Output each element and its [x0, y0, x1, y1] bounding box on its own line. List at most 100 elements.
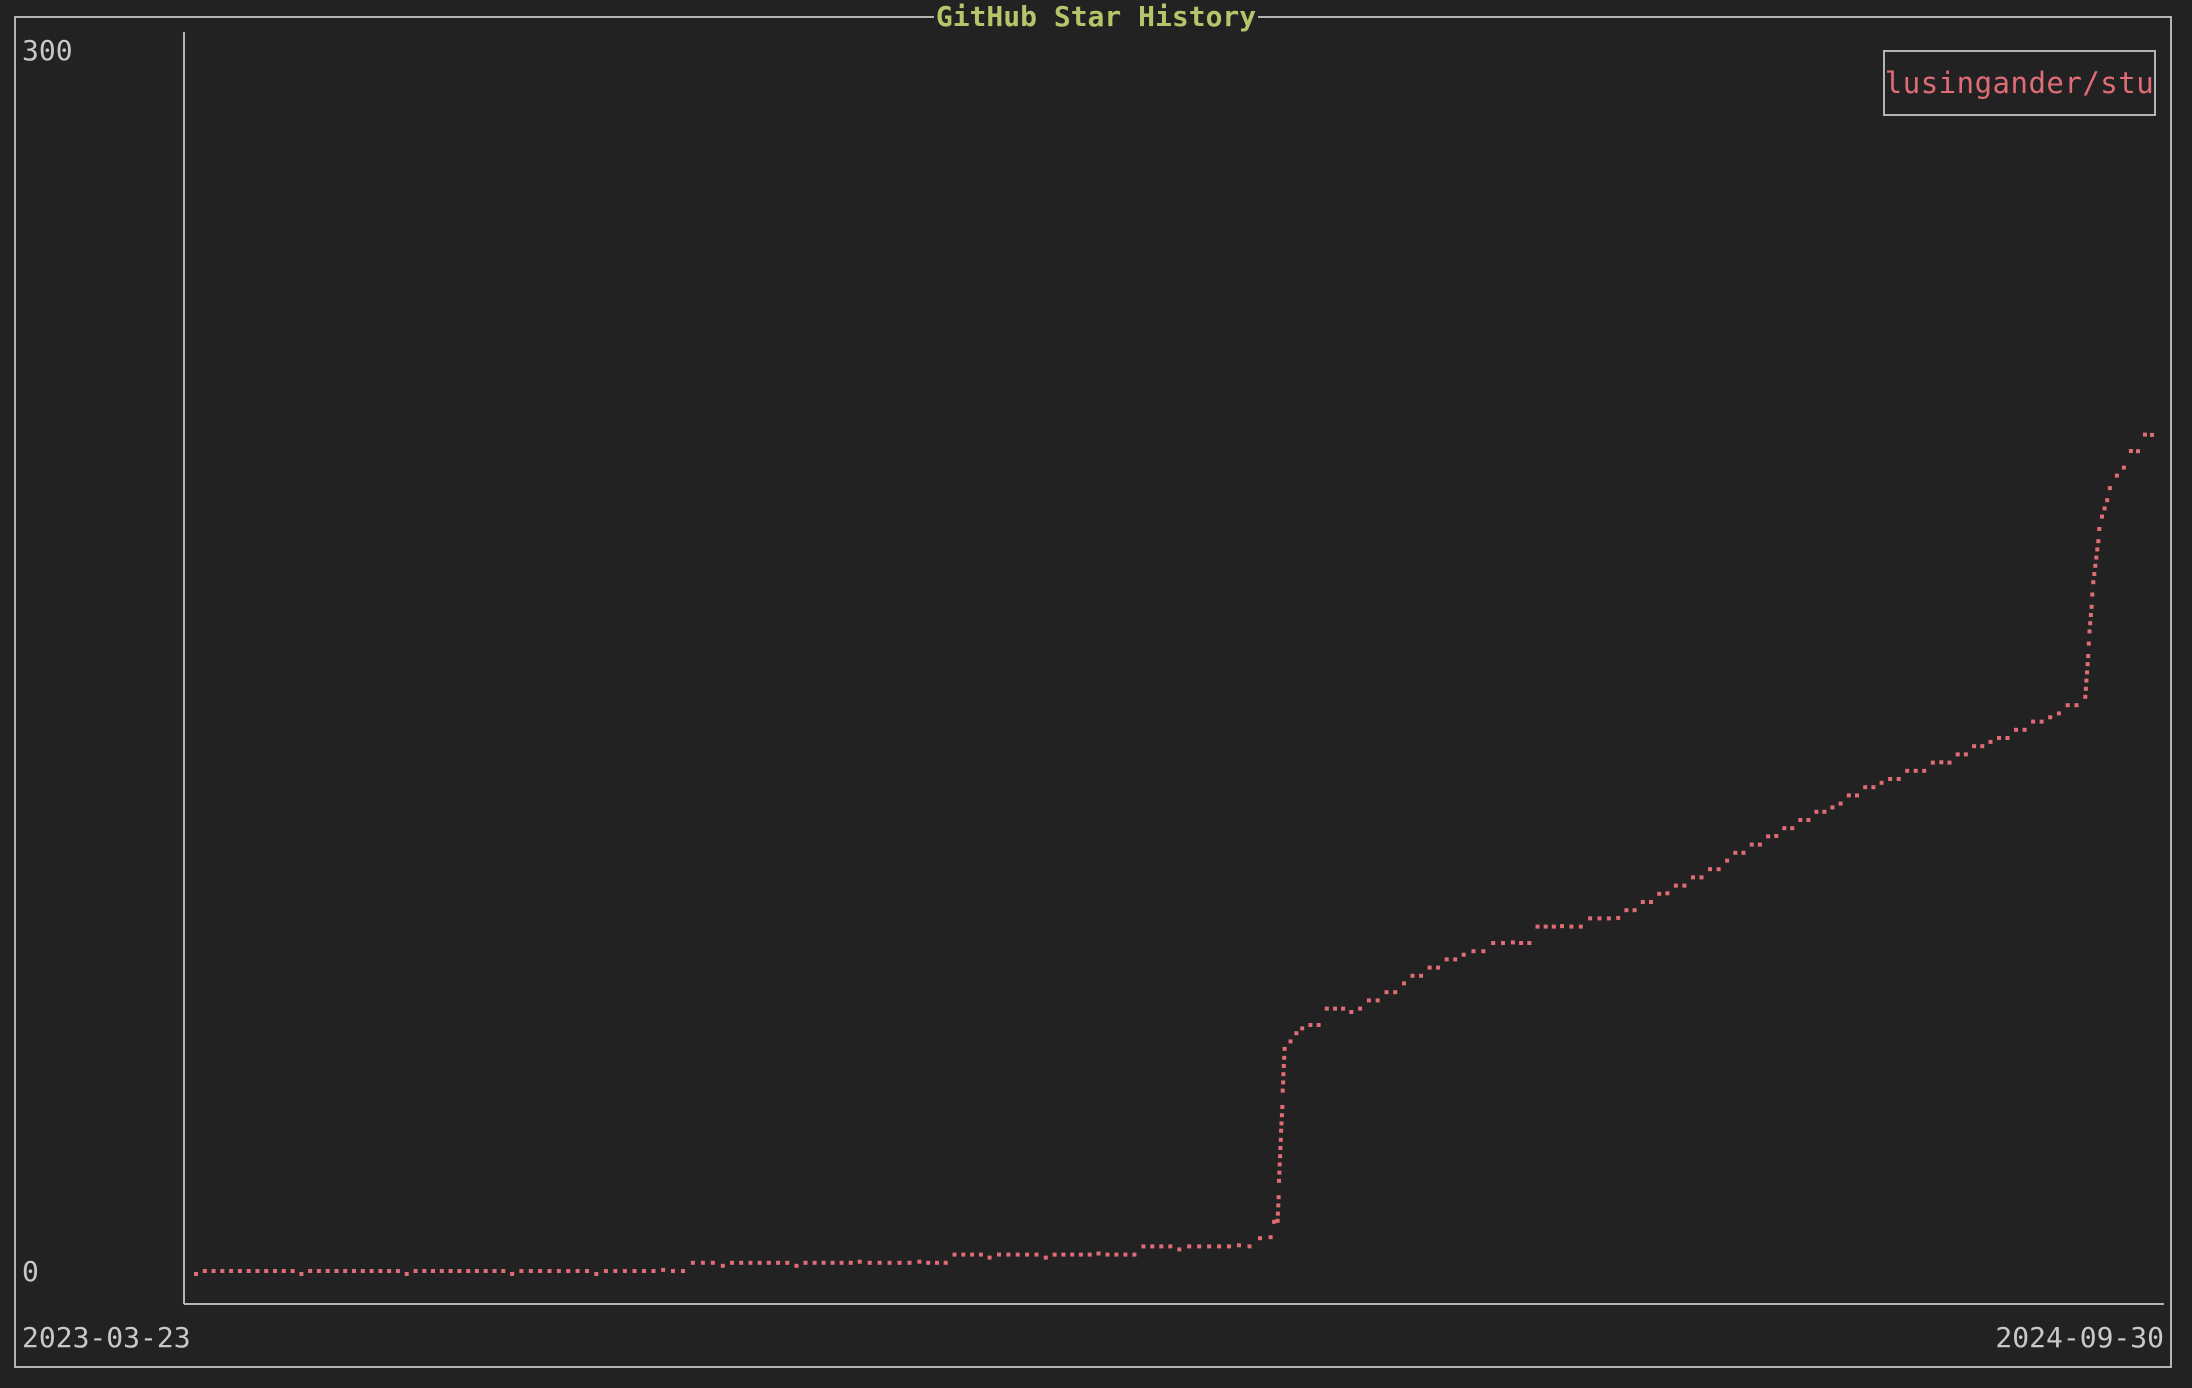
data-point	[794, 1263, 799, 1268]
data-point	[1300, 1026, 1305, 1031]
series-trail-dot	[1410, 973, 1415, 978]
series-trail-dot	[1657, 891, 1662, 896]
series-trail-dot	[2087, 629, 2092, 634]
series-trail-dot	[1649, 900, 1653, 904]
data-point	[1402, 981, 1406, 986]
series-trail-dot	[1281, 1064, 1286, 1068]
data-point	[661, 1267, 666, 1272]
series-trail-dot	[1673, 883, 1678, 888]
data-point	[1237, 1243, 1241, 1248]
series-trail-dot	[776, 1260, 781, 1265]
series-trail-dot	[1624, 908, 1629, 913]
series-trail-dot	[316, 1269, 321, 1273]
series-trail-dot	[1015, 1252, 1020, 1257]
series-trail-dot	[2088, 621, 2093, 626]
series-trail-dot	[651, 1269, 656, 1273]
data-point	[1349, 1010, 1354, 1014]
series-trail-dot	[700, 1260, 705, 1265]
series-trail-dot	[501, 1269, 506, 1273]
series-trail-dot	[2022, 727, 2027, 732]
series-trail-dot	[457, 1269, 462, 1273]
series-trail-dot	[2091, 580, 2096, 585]
series-trail-dot	[622, 1269, 627, 1273]
data-point	[194, 1272, 198, 1276]
series-trail-dot	[202, 1269, 207, 1273]
series-trail-dot	[547, 1269, 552, 1273]
series-trail-dot	[422, 1269, 427, 1273]
series-trail-dot	[1481, 949, 1486, 954]
series-trail-dot	[1278, 1154, 1283, 1159]
series-trail-dot	[1275, 1211, 1280, 1216]
series-trail-dot	[681, 1269, 685, 1273]
data-point	[2107, 486, 2112, 491]
series-trail-dot	[1288, 1039, 1293, 1044]
series-trail-dot	[1278, 1146, 1283, 1150]
series-trail-dot	[538, 1269, 543, 1273]
series-trail-dot	[2084, 678, 2089, 683]
series-trail-dot	[1997, 736, 2001, 740]
series-trail-dot	[466, 1269, 471, 1273]
series-trail-dot	[1716, 867, 1721, 872]
y-tick-label-max: 300	[22, 34, 73, 67]
series-trail-dot	[877, 1260, 882, 1265]
series-trail-dot	[290, 1269, 295, 1273]
series-trail-dot	[830, 1260, 835, 1265]
series-trail-dot	[2100, 514, 2104, 519]
series-trail-dot	[1947, 760, 1952, 765]
series-trail-dot	[1375, 998, 1380, 1003]
series-trail-dot	[211, 1269, 216, 1273]
series-trail-dot	[519, 1269, 524, 1273]
series-trail-dot	[281, 1269, 286, 1273]
data-point	[1461, 952, 1466, 957]
series-trail-dot	[1078, 1252, 1083, 1257]
series-trail-dot	[1168, 1244, 1173, 1249]
series-trail-dot	[229, 1269, 234, 1273]
series-trail-dot	[483, 1269, 488, 1273]
data-point	[1988, 739, 1993, 744]
series-trail-dot	[1930, 760, 1935, 765]
series-trail-dot	[352, 1269, 356, 1273]
series-trail-dot	[2074, 703, 2079, 708]
series-trail-dot	[1276, 1203, 1281, 1208]
series-trail-dot	[246, 1269, 251, 1273]
series-trail-dot	[1061, 1252, 1066, 1257]
series-trail-dot	[1632, 908, 1637, 913]
series-trail-dot	[1366, 998, 1371, 1003]
x-tick-label-start: 2023-03-23	[22, 1321, 191, 1354]
data-point	[1830, 805, 1835, 810]
series-trail-dot	[1972, 744, 1977, 749]
series-trail-dot	[803, 1260, 808, 1265]
series-trail-dot	[839, 1260, 844, 1265]
data-point	[1268, 1235, 1273, 1240]
series-trail-dot	[897, 1260, 902, 1265]
series-trail-dot	[255, 1269, 260, 1273]
series-trail-dot	[1393, 990, 1398, 995]
series-trail-dot	[1384, 990, 1389, 995]
data-point	[917, 1259, 922, 1264]
series-trail-dot	[2143, 432, 2147, 437]
data-point	[1096, 1251, 1101, 1256]
data-point	[1725, 858, 1730, 863]
series-trail-dot	[1276, 1195, 1281, 1200]
series-trail-dot	[1963, 752, 1968, 757]
series-trail-dot	[1640, 900, 1645, 904]
series-trail-dot	[1814, 809, 1819, 814]
series-trail-dot	[812, 1260, 817, 1265]
series-trail-dot	[1798, 818, 1803, 822]
series-trail-dot	[1281, 1072, 1286, 1077]
data-point	[1043, 1255, 1048, 1260]
series-trail-dot	[325, 1269, 330, 1273]
series-trail-dot	[2039, 719, 2044, 724]
data-point	[1177, 1247, 1182, 1252]
series-trail-dot	[1606, 916, 1611, 921]
series-trail-dot	[2083, 686, 2088, 691]
series-trail-dot	[935, 1260, 939, 1265]
series-trail-dot	[943, 1260, 948, 1265]
data-point	[1665, 891, 1670, 896]
series-trail-dot	[1277, 1162, 1282, 1167]
series-trail-dot	[448, 1269, 453, 1273]
series-trail-dot	[1871, 785, 1876, 790]
series-trail-dot	[2088, 613, 2093, 617]
series-trail-dot	[2114, 473, 2119, 478]
series-trail-dot	[1569, 924, 1574, 929]
